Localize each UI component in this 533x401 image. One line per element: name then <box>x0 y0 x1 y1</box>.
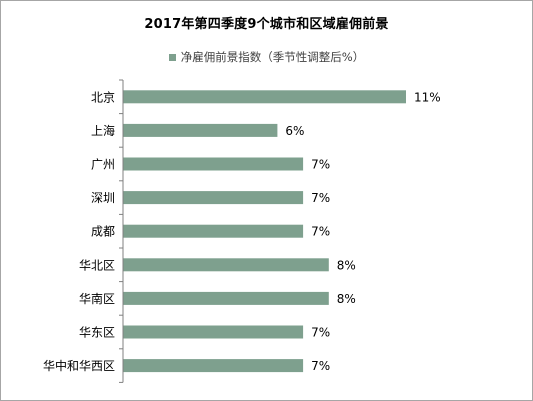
legend-swatch <box>168 53 176 61</box>
value-label-2: 7% <box>311 158 330 172</box>
category-label-1: 上海 <box>91 123 115 138</box>
chart-title: 2017年第四季度9个城市和区域雇佣前景 <box>144 17 389 32</box>
bar-3 <box>123 191 304 205</box>
category-label-7: 华东区 <box>79 326 115 340</box>
bar-2 <box>123 157 304 171</box>
category-label-5: 华北区 <box>79 258 115 272</box>
category-label-2: 广州 <box>91 158 115 172</box>
bar-4 <box>123 224 304 238</box>
value-label-8: 7% <box>311 359 330 373</box>
bar-7 <box>123 325 304 339</box>
category-label-8: 华中和华西区 <box>43 358 115 373</box>
category-label-0: 北京 <box>91 90 115 104</box>
category-label-4: 成都 <box>91 225 115 239</box>
value-label-1: 6% <box>285 124 304 138</box>
bar-0 <box>123 90 406 104</box>
value-label-0: 11% <box>414 90 441 104</box>
value-label-3: 7% <box>311 191 330 205</box>
category-label-6: 华南区 <box>79 291 115 306</box>
bar-6 <box>123 291 329 305</box>
category-label-3: 深圳 <box>91 191 115 205</box>
bar-5 <box>123 258 329 272</box>
value-label-5: 8% <box>337 258 356 272</box>
value-label-7: 7% <box>311 326 330 340</box>
bar-8 <box>123 359 304 373</box>
value-label-4: 7% <box>311 225 330 239</box>
legend-label: 净雇佣前景指数（季节性调整后%） <box>180 50 365 64</box>
value-label-6: 8% <box>337 292 356 306</box>
legend: 净雇佣前景指数（季节性调整后%） <box>1 49 532 65</box>
bar-1 <box>123 123 278 137</box>
